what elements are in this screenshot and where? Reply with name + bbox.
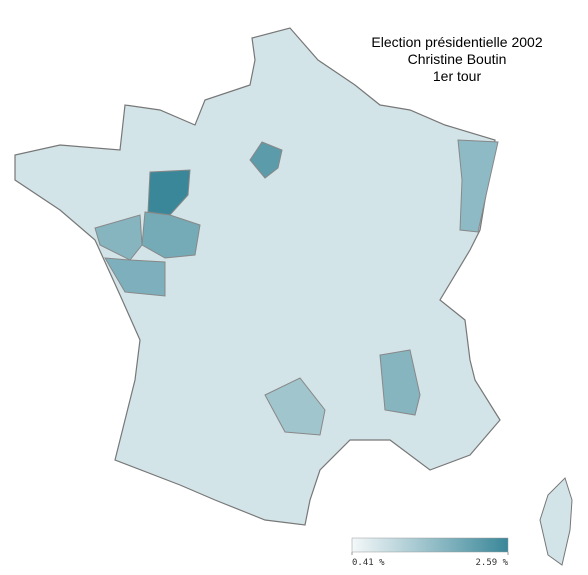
- department: [94, 214, 143, 261]
- legend-bar: [351, 537, 509, 553]
- department: [249, 141, 283, 179]
- legend-label: 2.59 %: [475, 558, 508, 568]
- france: [14, 27, 573, 566]
- title: Election présidentielle 2002: [371, 34, 542, 50]
- note: 1er tour: [433, 68, 482, 84]
- department: [264, 377, 326, 436]
- department: [147, 169, 191, 216]
- subtitle: Christine Boutin: [408, 51, 507, 67]
- corsica: [539, 477, 573, 566]
- legend-label: 0.41 %: [352, 558, 385, 568]
- country: [14, 27, 501, 526]
- department: [104, 257, 166, 297]
- department: [379, 349, 421, 416]
- department: [457, 139, 499, 233]
